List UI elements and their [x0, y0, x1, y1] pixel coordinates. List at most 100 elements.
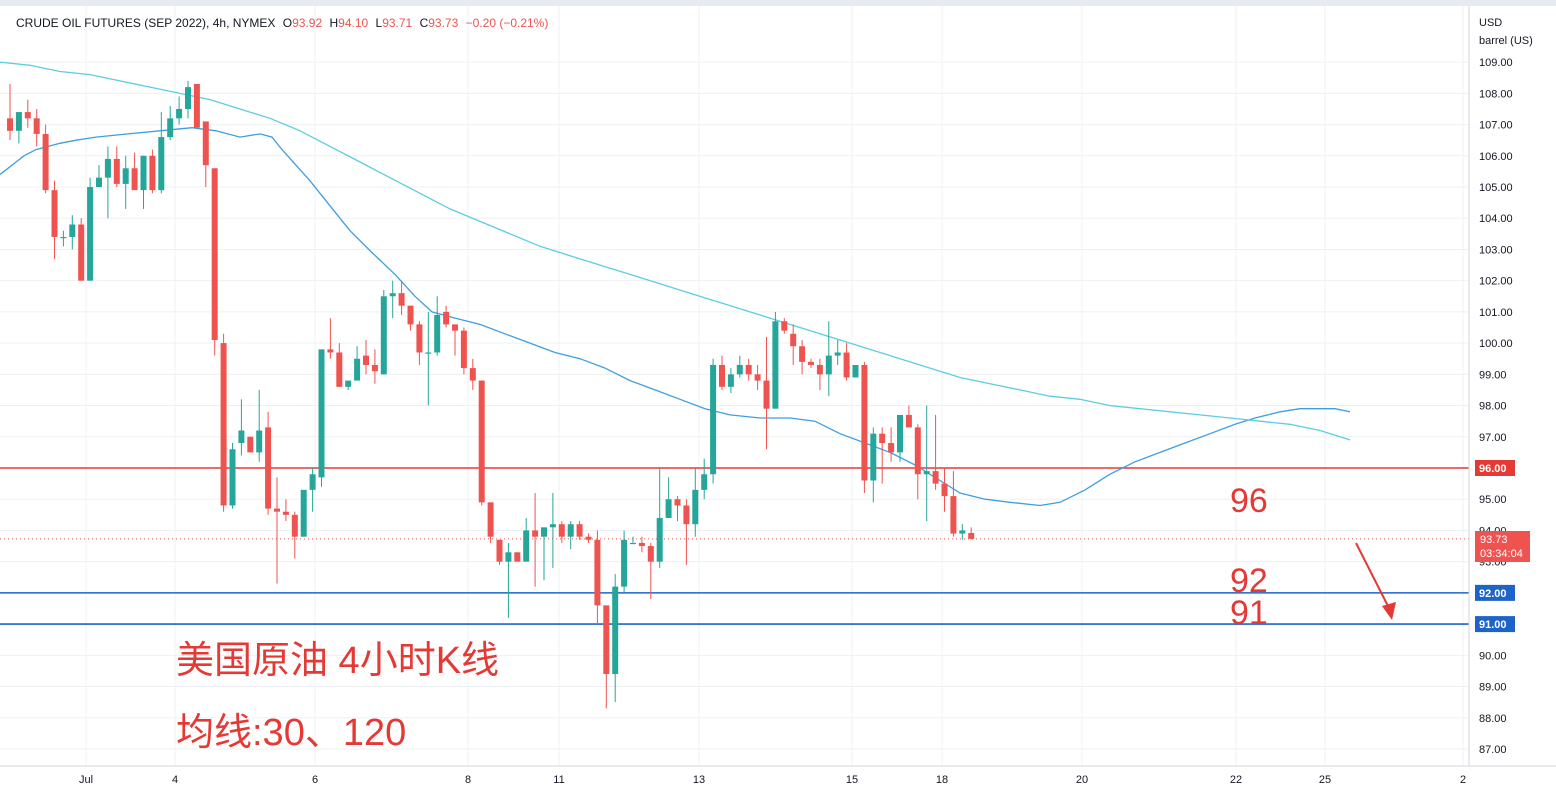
candle-body [710, 364, 717, 475]
candle [398, 280, 405, 316]
candle-body [345, 380, 352, 387]
candle [211, 168, 218, 356]
candle [140, 155, 147, 209]
candle [478, 380, 485, 506]
grid-lines [0, 6, 1469, 766]
level-badge-bg [1475, 616, 1515, 633]
price-label: 102.00 [1479, 276, 1513, 288]
candle [69, 215, 76, 250]
candlesticks [7, 80, 975, 709]
candle [96, 165, 102, 188]
candle-body [496, 539, 503, 562]
candle-body [96, 177, 102, 188]
candle [523, 517, 530, 562]
candle-body [772, 321, 779, 409]
candle [247, 436, 254, 453]
price-label: 87.00 [1479, 744, 1507, 756]
horizontal-levels [0, 467, 1469, 625]
candle [265, 411, 272, 515]
candle-body [576, 524, 583, 537]
annotation-subtitle: 均线:30、120 [176, 712, 406, 754]
candle [665, 477, 672, 518]
candle [122, 155, 129, 209]
candle [291, 511, 298, 559]
candle-body [425, 352, 432, 354]
candle-body [176, 108, 183, 119]
candle [692, 468, 699, 537]
candle-body [959, 530, 966, 534]
price-label: 98.00 [1479, 401, 1507, 413]
level-badge-bg [1475, 584, 1515, 601]
candle [309, 468, 316, 512]
candle [380, 290, 387, 375]
candle [647, 542, 654, 600]
candle-body [630, 542, 636, 545]
price-label: 97.00 [1479, 432, 1507, 444]
candle [78, 218, 85, 281]
time-axis-labels: Jul 4 6 8 11 13 15 18 20 22 25 2 [79, 774, 1466, 786]
candle-body [834, 352, 841, 356]
candle-body [434, 315, 441, 353]
candle-body [719, 364, 725, 387]
time-label: 18 [936, 774, 948, 786]
candle-body [51, 190, 58, 237]
price-label: 105.00 [1479, 182, 1513, 194]
candle [701, 458, 708, 500]
candle-body [674, 499, 681, 506]
time-label: 6 [312, 774, 318, 786]
candle [745, 358, 752, 381]
candle-body [647, 546, 654, 562]
candle-body [336, 352, 343, 387]
candle-body [7, 118, 13, 131]
candle-body [202, 121, 209, 166]
candle [514, 552, 521, 562]
candle [7, 83, 13, 141]
candle-body [968, 532, 975, 539]
candle [256, 389, 263, 462]
candle [541, 527, 547, 581]
annotation-level-92: 92 [1230, 562, 1268, 600]
candle-body [158, 137, 165, 191]
candle-body [149, 155, 156, 191]
candle [33, 108, 40, 147]
candle-body [745, 364, 752, 375]
time-label: 8 [465, 774, 471, 786]
candle-body [905, 414, 912, 428]
candle-body [265, 427, 272, 509]
candle-body [42, 133, 49, 191]
candle [861, 361, 868, 493]
price-label: 100.00 [1479, 338, 1513, 350]
candle-body [532, 530, 539, 537]
candle [51, 180, 58, 259]
candle [816, 358, 823, 390]
candle-body [541, 527, 547, 537]
candle [959, 524, 966, 540]
candle [229, 443, 236, 509]
candle [363, 339, 369, 375]
candle [888, 427, 895, 462]
candle-body [594, 539, 601, 606]
candle-body [469, 368, 476, 381]
candle [443, 305, 450, 328]
ma120-line [0, 61, 1351, 441]
candle-body [69, 224, 76, 237]
candle [621, 530, 628, 593]
candle [505, 542, 512, 618]
last-price-countdown: 03:34:04 [1480, 548, 1523, 560]
level-badge-label: 91.00 [1479, 619, 1507, 631]
time-label: 15 [846, 774, 858, 786]
candle [193, 83, 200, 128]
candle [567, 521, 574, 550]
candle [879, 427, 886, 484]
candle [683, 499, 690, 565]
candle [318, 349, 325, 487]
candle-body [701, 474, 708, 490]
candle-body [861, 364, 868, 481]
candle-body [140, 155, 147, 191]
price-label: 108.00 [1479, 88, 1513, 100]
candle-body [211, 168, 218, 340]
candle [754, 364, 761, 390]
candle-body [33, 118, 40, 134]
candle [799, 339, 806, 375]
